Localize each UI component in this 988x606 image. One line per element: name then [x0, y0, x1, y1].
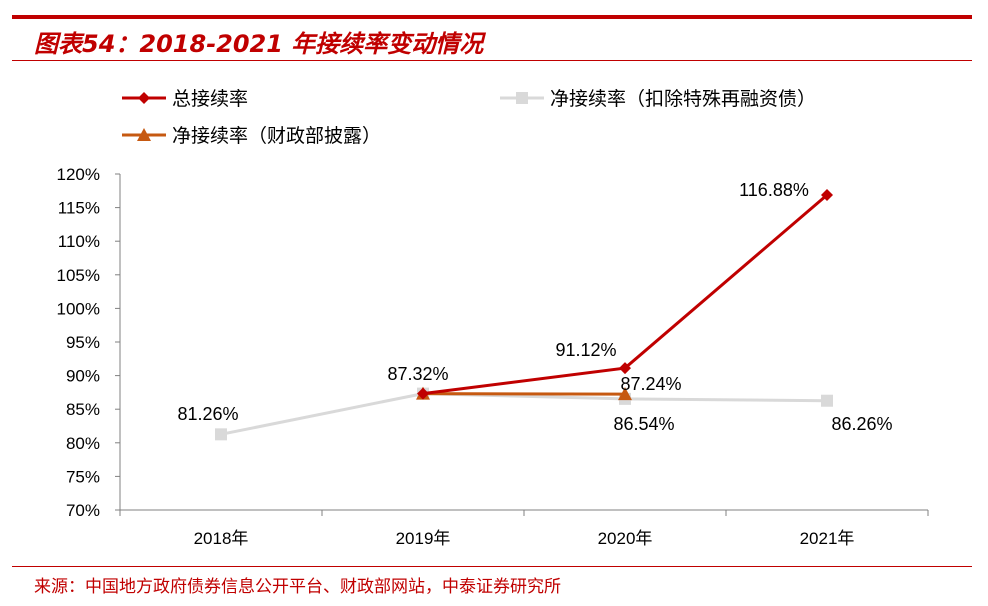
y-tick-label: 85% [66, 400, 100, 419]
y-tick-label: 70% [66, 501, 100, 520]
series-line [422, 392, 626, 396]
x-tick-label: 2019年 [396, 529, 451, 548]
chart-title: 图表54：2018-2021 年接续率变动情况 [34, 30, 484, 58]
data-point [821, 394, 833, 407]
data-point [619, 362, 631, 375]
data-labels: 81.26% 87.32% 91.12%87.24% 86.54% 116.88% 86.… [177, 180, 892, 434]
data-point [215, 428, 227, 441]
legend: 总接续率 净接续率（扣除特殊再融资债） 净接续率（财政部披露） [122, 88, 816, 147]
data-point [417, 387, 429, 400]
legend-label: 总接续率 [172, 88, 248, 110]
series-layer [215, 188, 833, 441]
y-tick-label: 105% [57, 266, 100, 285]
legend-swatch-marker [516, 92, 528, 104]
data-label: 87.24% [620, 374, 681, 394]
legend-label: 净接续率（财政部披露） [172, 125, 381, 147]
data-label: 81.26% [177, 404, 238, 424]
data-label: 116.88% [739, 180, 809, 200]
source-note: 来源：中国地方政府债券信息公开平台、财政部网站，中泰证券研究所 [34, 577, 561, 597]
y-tick-label: 80% [66, 434, 100, 453]
y-tick-label: 95% [66, 333, 100, 352]
data-label: 86.26% [831, 414, 892, 434]
data-label: 87.32% [387, 364, 448, 384]
legend-swatch-marker [138, 92, 150, 104]
series-line [220, 392, 828, 436]
data-label: 86.54% [613, 414, 674, 434]
data-label: 91.12% [555, 340, 616, 360]
x-tick-label: 2018年 [194, 529, 249, 548]
y-tick-label: 90% [66, 367, 100, 386]
legend-swatch-marker [137, 128, 151, 141]
y-tick-label: 75% [66, 467, 100, 486]
top-rule [12, 15, 972, 19]
y-tick-label: 120% [57, 165, 100, 184]
y-tick-label: 110% [58, 232, 100, 251]
x-tick-label: 2020年 [598, 529, 653, 548]
x-tick-label: 2021年 [800, 529, 855, 548]
title-rule [12, 60, 972, 61]
legend-label: 净接续率（扣除特殊再融资债） [550, 88, 816, 110]
bottom-rule [12, 566, 972, 567]
y-tick-label: 115% [58, 199, 100, 218]
data-point [618, 387, 632, 401]
axes: 70% 75% 80% 85% 90% 95% 100% 105% 110% 115% 120% 20… [57, 165, 929, 548]
y-tick-label: 100% [57, 299, 100, 318]
data-point [821, 188, 833, 201]
